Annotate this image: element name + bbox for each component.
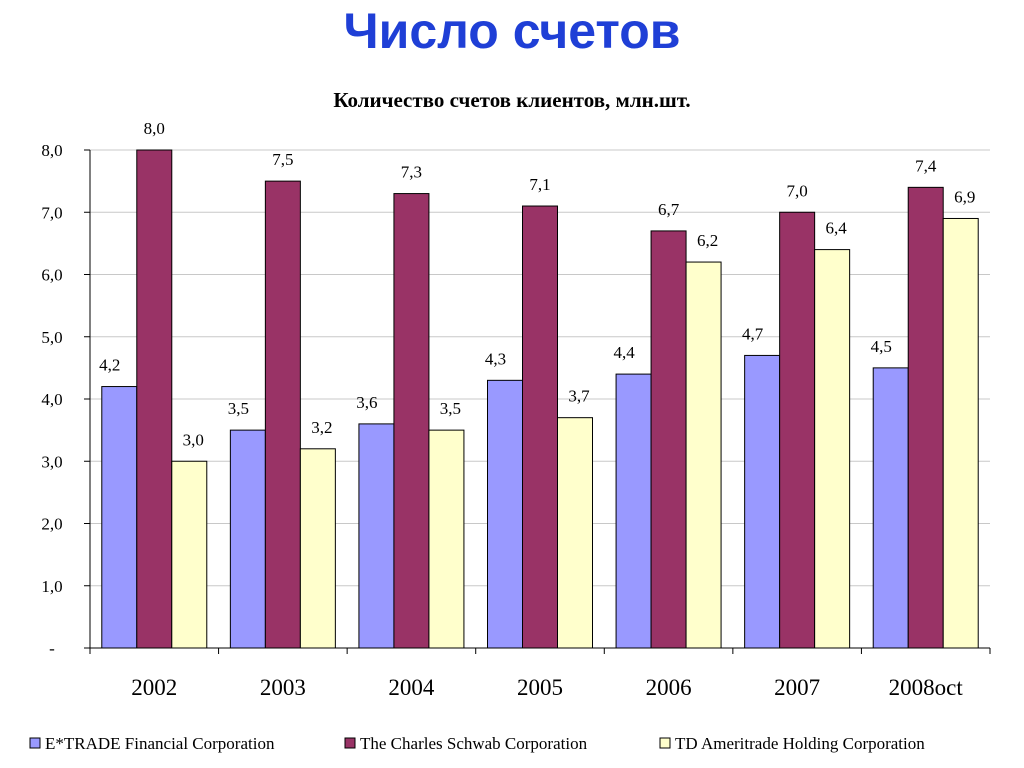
legend-swatch [659,737,671,749]
bar [814,249,851,649]
y-tick-label: 1,0 [41,577,62,596]
legend: E*TRADE Financial Corporation The Charles… [29,734,925,753]
bar [615,373,652,649]
data-label: 3,5 [440,399,461,418]
data-label: 6,4 [826,219,848,238]
bar [229,429,266,649]
bar [264,180,301,649]
bar [744,354,781,649]
x-tick-label: 2005 [517,675,563,700]
data-label: 6,7 [658,200,680,219]
bar [428,429,465,649]
bar-chart: Количество счетов клиентов, млн.шт. - 1,0… [29,88,991,753]
y-tick-label: 8,0 [41,141,62,160]
x-tick-label: 2003 [260,675,306,700]
y-tick-label: 6,0 [41,266,62,285]
y-tick-label: 4,0 [41,390,62,409]
data-label: 7,5 [272,150,293,169]
chart-title: Количество счетов клиентов, млн.шт. [333,88,690,112]
data-label: 6,2 [697,231,718,250]
bar [393,193,430,649]
legend-label: E*TRADE Financial Corporation [45,734,275,753]
bar [907,186,944,649]
data-label: 6,9 [954,187,975,206]
data-label: 3,7 [568,387,590,406]
bar [171,460,208,649]
y-tick-label: 2,0 [41,515,62,534]
data-label: 4,7 [742,324,764,343]
data-labels: 4,2 8,0 3,0 3,5 7,5 3,2 3,6 7,3 3,5 4,3 7,1 3,7 4,4 6… [99,119,975,449]
x-tick-label: 2002 [131,675,177,700]
data-label: 3,6 [356,393,377,412]
y-tick-label: - [49,639,55,658]
data-label: 4,2 [99,356,120,375]
bar [487,379,523,649]
bar [358,423,395,649]
x-tick-label: 2008oct [889,675,964,700]
bar [299,448,336,649]
legend-swatch [29,737,41,749]
data-label: 4,3 [485,349,506,368]
bar [942,217,979,649]
data-label: 7,3 [401,163,422,182]
y-tick-label: 5,0 [41,328,62,347]
slide-title: Число счетов [343,3,681,59]
data-label: 3,5 [228,399,249,418]
data-label: 7,1 [529,175,550,194]
axes: - 1,0 2,0 3,0 4,0 5,0 6,0 7,0 8,0 2002 2003 2004 200… [41,141,991,700]
legend-swatch [344,737,356,749]
data-label: 4,5 [871,337,892,356]
bar [685,261,722,649]
y-tick-label: 7,0 [41,203,62,222]
legend-label: The Charles Schwab Corporation [360,734,588,753]
legend-label: TD Ameritrade Holding Corporation [675,734,925,753]
x-tick-label: 2004 [388,675,435,700]
data-label: 4,4 [613,343,635,362]
data-label: 7,0 [787,181,808,200]
data-label: 3,2 [311,418,332,437]
bar [136,149,173,649]
x-tick-label: 2006 [646,675,692,700]
bars [101,149,979,649]
data-label: 8,0 [144,119,165,138]
bar [557,417,593,649]
data-label: 7,4 [915,156,937,175]
x-tick-label: 2007 [774,675,820,700]
bar [522,205,558,649]
y-tick-label: 3,0 [41,452,62,471]
bar [101,386,138,649]
bar [779,211,816,649]
bar [872,367,909,649]
bar [650,230,687,649]
data-label: 3,0 [183,430,204,449]
